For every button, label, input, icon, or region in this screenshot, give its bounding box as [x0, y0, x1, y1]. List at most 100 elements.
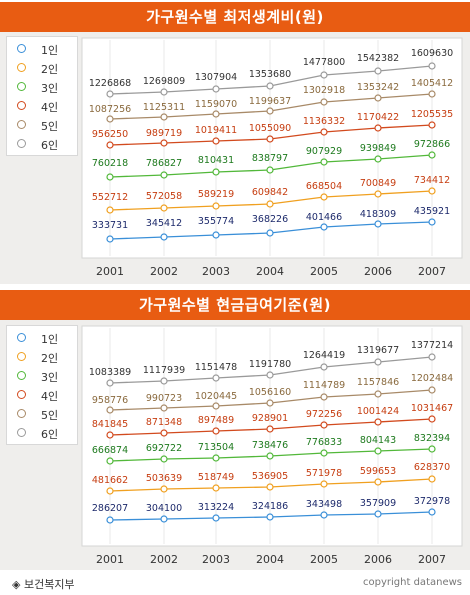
data-label: 776833: [306, 437, 342, 448]
x-tick-label: 2005: [310, 265, 338, 278]
data-point: [266, 107, 274, 115]
data-label: 435921: [414, 206, 450, 217]
data-label: 841845: [92, 419, 128, 430]
data-label: 1264419: [303, 350, 345, 361]
data-label: 1307904: [195, 72, 237, 83]
data-label: 972866: [414, 139, 450, 150]
x-tick-label: 2006: [364, 265, 392, 278]
data-point: [428, 445, 436, 453]
data-label: 1191780: [249, 359, 291, 370]
data-point: [428, 90, 436, 98]
data-point: [266, 452, 274, 460]
data-label: 589219: [198, 189, 234, 200]
data-point: [212, 202, 220, 210]
data-label: 345412: [146, 218, 182, 229]
data-label: 304100: [146, 503, 182, 514]
data-point: [266, 200, 274, 208]
data-label: 804143: [360, 435, 396, 446]
data-label: 552712: [92, 192, 128, 203]
data-label: 939849: [360, 143, 396, 154]
x-tick-label: 2002: [150, 265, 178, 278]
legend-marker-icon: [17, 44, 26, 53]
data-label: 1353242: [357, 82, 399, 93]
data-label: 1199637: [249, 96, 291, 107]
data-label: 355774: [198, 216, 234, 227]
data-point: [212, 231, 220, 239]
plot-area: [81, 37, 463, 259]
legend-marker-icon: [17, 333, 26, 342]
legend-item: 6인: [7, 425, 77, 443]
data-point: [428, 151, 436, 159]
data-point: [320, 128, 328, 136]
data-label: 989719: [146, 128, 182, 139]
data-label: 1202484: [411, 373, 453, 384]
data-point: [374, 94, 382, 102]
data-label: 810431: [198, 155, 234, 166]
data-label: 666874: [92, 445, 128, 456]
data-point: [374, 358, 382, 366]
data-label: 738476: [252, 440, 288, 451]
legend-label: 3인: [41, 371, 59, 384]
x-tick-label: 2005: [310, 553, 338, 566]
line-chart-2: 2001 2002 2003 2004 2005 2006 2007 286207 304100…: [81, 325, 463, 566]
data-label: 700849: [360, 178, 396, 189]
legend-marker-icon: [17, 352, 26, 361]
data-point: [160, 455, 168, 463]
legend-label: 1인: [41, 333, 59, 346]
data-point: [374, 418, 382, 426]
data-label: 1001424: [357, 406, 399, 417]
legend-item: 2인: [7, 349, 77, 367]
data-point: [320, 393, 328, 401]
data-point: [428, 386, 436, 394]
legend-label: 6인: [41, 139, 59, 152]
data-label: 832394: [414, 433, 450, 444]
data-point: [374, 510, 382, 518]
legend-label: 2인: [41, 63, 59, 76]
line-chart-1: 2001 2002 2003 2004 2005 2006 2007 333731 345412…: [81, 37, 463, 278]
data-label: 286207: [92, 503, 128, 514]
data-point: [160, 233, 168, 241]
legend-label: 4인: [41, 390, 59, 403]
legend-label: 5인: [41, 120, 59, 133]
chart-title: 가구원수별 최저생계비(원): [0, 2, 470, 32]
data-label: 956250: [92, 129, 128, 140]
data-point: [374, 67, 382, 75]
data-point: [428, 508, 436, 516]
data-label: 1226868: [89, 78, 131, 89]
data-point: [106, 487, 114, 495]
x-tick-label: 2003: [202, 553, 230, 566]
data-point: [428, 218, 436, 226]
data-label: 871348: [146, 417, 182, 428]
data-label: 1114789: [303, 380, 345, 391]
data-point: [320, 511, 328, 519]
data-label: 1031467: [411, 403, 453, 414]
data-label: 1609630: [411, 48, 453, 59]
data-label: 897489: [198, 415, 234, 426]
data-label: 599653: [360, 466, 396, 477]
legend-item: 3인: [7, 79, 77, 97]
data-point: [212, 454, 220, 462]
data-point: [212, 427, 220, 435]
legend-marker-icon: [17, 63, 26, 72]
data-label: 368226: [252, 214, 288, 225]
data-label: 333731: [92, 220, 128, 231]
data-label: 1125311: [143, 102, 185, 113]
data-point: [266, 513, 274, 521]
source-label: ◈ 보건복지부: [12, 578, 75, 591]
data-label: 536905: [252, 471, 288, 482]
legend-item: 5인: [7, 406, 77, 424]
data-label: 628370: [414, 462, 450, 473]
data-label: 1319677: [357, 345, 399, 356]
data-point: [320, 223, 328, 231]
data-label: 668504: [306, 181, 342, 192]
data-label: 1205535: [411, 109, 453, 120]
data-label: 571978: [306, 468, 342, 479]
data-point: [320, 421, 328, 429]
data-point: [374, 478, 382, 486]
data-point: [106, 90, 114, 98]
data-point: [160, 485, 168, 493]
data-point: [160, 113, 168, 121]
legend-marker-icon: [17, 101, 26, 110]
data-point: [212, 168, 220, 176]
data-label: 1377214: [411, 340, 453, 351]
